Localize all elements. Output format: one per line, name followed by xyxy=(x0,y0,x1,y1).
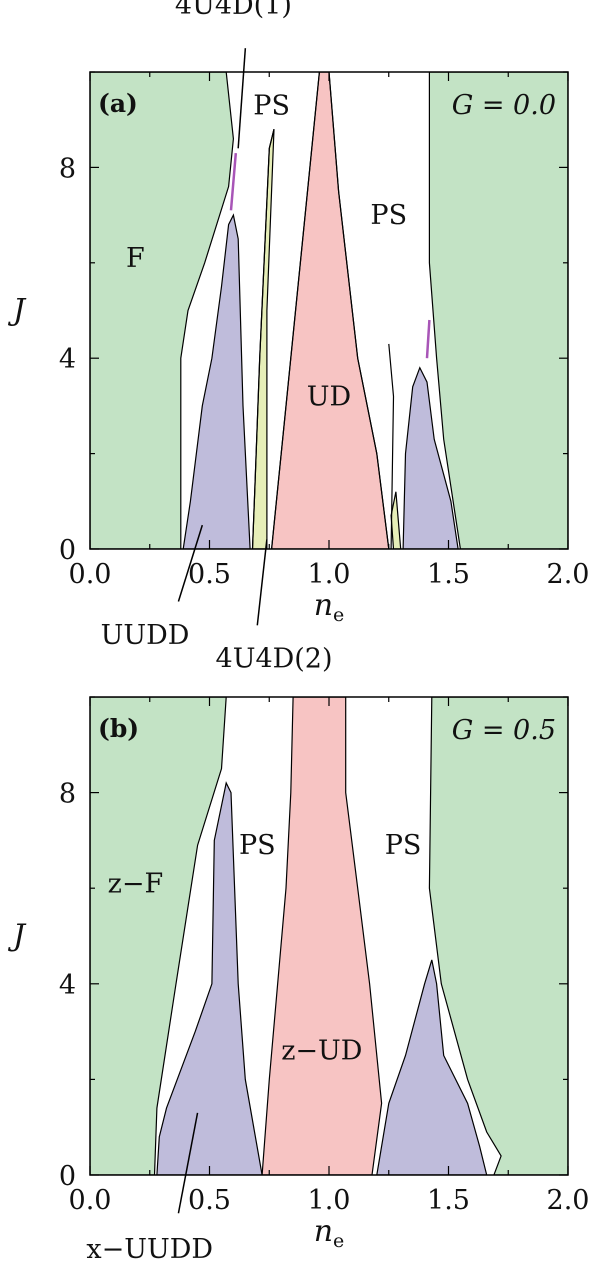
callout-label: x−UUDD xyxy=(86,1234,213,1265)
region-x-uudd-4 xyxy=(376,959,488,1175)
region-uudd-4 xyxy=(402,366,459,549)
y-tick-label: 0 xyxy=(59,1161,76,1192)
region-z-f-1 xyxy=(428,697,568,1175)
y-axis-title: J xyxy=(7,293,27,328)
callout-label: UUDD xyxy=(101,620,190,651)
region-label: z−UD xyxy=(281,1036,362,1067)
callout-leader-line xyxy=(256,539,268,626)
region-label: F xyxy=(126,243,145,274)
phase-boundary-3 xyxy=(388,343,395,549)
y-tick-label: 8 xyxy=(59,153,76,184)
y-tick-label: 0 xyxy=(59,535,76,566)
y-tick-label: 4 xyxy=(59,970,76,1001)
y-axis-title: J xyxy=(7,919,27,954)
region-z-f-0 xyxy=(90,697,227,1175)
panel-label: (b) xyxy=(98,714,139,743)
region-uudd-3 xyxy=(182,213,251,549)
y-tick-label: 8 xyxy=(59,779,76,810)
panel-a: 0.0 0.5 1.0 1.5 2.0 0 4 8 ne J (a) G = 0.0 F PS PS UD 4U… xyxy=(7,0,589,675)
region-label: PS xyxy=(239,830,276,861)
region-label: PS xyxy=(370,200,407,231)
x-tick-label: 1.5 xyxy=(427,559,470,590)
x-tick-label: 1.0 xyxy=(308,1185,351,1216)
phase-boundary-1 xyxy=(328,72,390,549)
x-tick-label: 0.0 xyxy=(69,559,112,590)
region-label: PS xyxy=(385,830,422,861)
x-tick-label: 0.5 xyxy=(188,1185,231,1216)
panel-b: 0.0 0.5 1.0 1.5 2.0 0 4 8 ne J (b) G = 0.5 z−F PS PS z−… xyxy=(7,696,590,1265)
y-tick-label: 4 xyxy=(59,344,76,375)
phase-boundary-0 xyxy=(271,72,320,549)
x-tick-label: 0.0 xyxy=(69,1185,112,1216)
callout-leader-line xyxy=(177,524,204,602)
callout-leader-line xyxy=(237,48,247,149)
parameter-label: G = 0.5 xyxy=(452,715,556,746)
callout-label: 4U4D(2) xyxy=(216,644,333,675)
region-x-uudd-3 xyxy=(156,781,263,1175)
line-4u4d-1-1 xyxy=(425,319,431,359)
region-f-0 xyxy=(90,72,235,549)
region-label: z−F xyxy=(108,868,164,899)
x-axis-title: ne xyxy=(314,588,345,626)
region-label: PS xyxy=(253,90,290,121)
parameter-label: G = 0.0 xyxy=(452,90,556,121)
region-f-1 xyxy=(428,72,568,549)
panel-label: (a) xyxy=(98,89,138,118)
line-4u4d-1-0 xyxy=(229,152,238,211)
region-z-ud-2 xyxy=(261,697,383,1175)
plot-area xyxy=(90,697,568,1175)
callout-label: 4U4D(1) xyxy=(175,0,292,21)
plot-area xyxy=(90,72,568,549)
x-axis-title: ne xyxy=(314,1214,345,1252)
x-tick-label: 0.5 xyxy=(188,559,231,590)
x-tick-label: 1.5 xyxy=(427,1185,470,1216)
x-tick-label: 2.0 xyxy=(547,1185,590,1216)
x-tick-label: 2.0 xyxy=(547,559,590,590)
callout-leader-line xyxy=(177,1112,199,1214)
x-tick-label: 1.0 xyxy=(308,559,351,590)
phase-boundary-2 xyxy=(251,129,275,549)
region-label: UD xyxy=(307,381,351,412)
